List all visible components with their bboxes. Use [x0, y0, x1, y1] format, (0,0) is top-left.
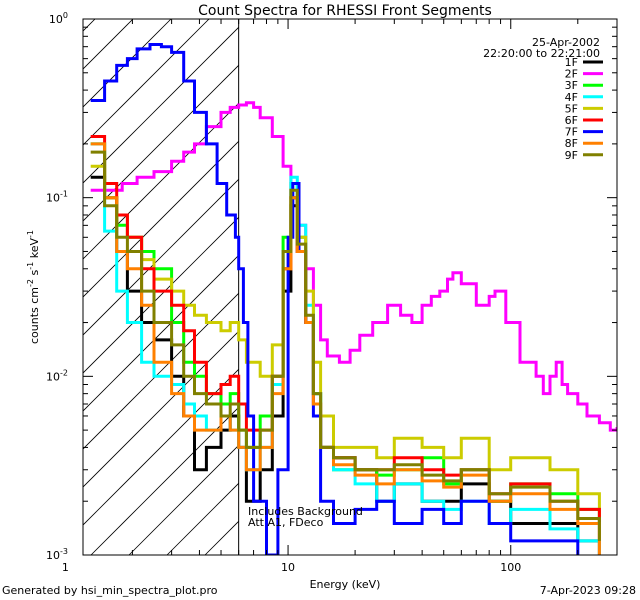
hatch-line	[319, 0, 640, 555]
series-3F	[90, 142, 601, 524]
legend-label-4F: 4F	[565, 91, 578, 104]
legend-label-2F: 2F	[565, 68, 578, 81]
legend-label-9F: 9F	[565, 149, 578, 162]
hatch-line	[128, 444, 239, 555]
hatch-line	[83, 102, 239, 260]
legend-label-8F: 8F	[565, 137, 578, 150]
legend-label-3F: 3F	[565, 79, 578, 92]
hatch-line	[83, 368, 239, 526]
legend-label-1F: 1F	[565, 56, 578, 69]
hatch-line	[585, 0, 640, 555]
chart-title: Count Spectra for RHESSI Front Segments	[198, 3, 492, 19]
generated-by-label: Generated by hsi_min_spectra_plot.pro	[2, 584, 218, 597]
hatch-line	[243, 0, 640, 555]
hatch-line	[547, 0, 640, 555]
hatch-line	[83, 26, 239, 184]
time-range-label: 22:20:00 to 22:21:00	[483, 47, 600, 60]
y-tick-label: 10-1	[46, 190, 68, 205]
date-label: 25-Apr-2002	[532, 36, 600, 49]
hatch-line	[90, 406, 239, 555]
axis-ticks	[83, 18, 618, 556]
x-tick-labels: 1 10 100	[62, 561, 521, 574]
hatch-line	[83, 178, 239, 336]
series-2F	[90, 101, 617, 432]
hatch-line	[471, 0, 640, 555]
hatch-line	[83, 19, 210, 146]
hatch-line	[83, 19, 172, 108]
hatch-line	[83, 140, 239, 298]
hatch-line	[357, 0, 640, 555]
x-axis-label: Energy (keV)	[310, 578, 381, 591]
plot-frame	[82, 18, 618, 556]
x-tick-label: 1	[62, 561, 69, 574]
timestamp-label: 7-Apr-2023 09:28	[540, 584, 636, 597]
hatch-line	[395, 0, 640, 555]
annotation-attenuator: Att A1, FDeco	[248, 516, 324, 529]
annotation-background: Includes Background	[248, 505, 363, 518]
hatch-line	[83, 330, 239, 488]
y-tick-labels: 10-3 10-2 10-1 100	[46, 11, 68, 562]
series-7F	[90, 43, 580, 555]
hatch-line	[623, 0, 640, 555]
hatch-line	[433, 0, 640, 555]
hatch-line	[83, 216, 239, 374]
legend-label-5F: 5F	[565, 102, 578, 115]
hatch-line	[83, 292, 239, 450]
y-tick-label: 100	[49, 11, 68, 26]
y-axis-label: counts cm-2 s-1 keV-1	[26, 230, 41, 344]
series-1F	[90, 175, 601, 555]
series-9F	[90, 150, 601, 541]
hatch-line	[83, 64, 239, 222]
series-group	[90, 43, 617, 555]
y-tick-label: 10-3	[46, 547, 68, 562]
x-tick-label: 100	[500, 561, 521, 574]
series-8F	[90, 142, 601, 555]
y-tick-label: 10-2	[46, 368, 68, 383]
legend-label-7F: 7F	[565, 126, 578, 139]
shaded-region	[83, 0, 640, 555]
legend-label-6F: 6F	[565, 114, 578, 127]
x-tick-label: 10	[281, 561, 295, 574]
